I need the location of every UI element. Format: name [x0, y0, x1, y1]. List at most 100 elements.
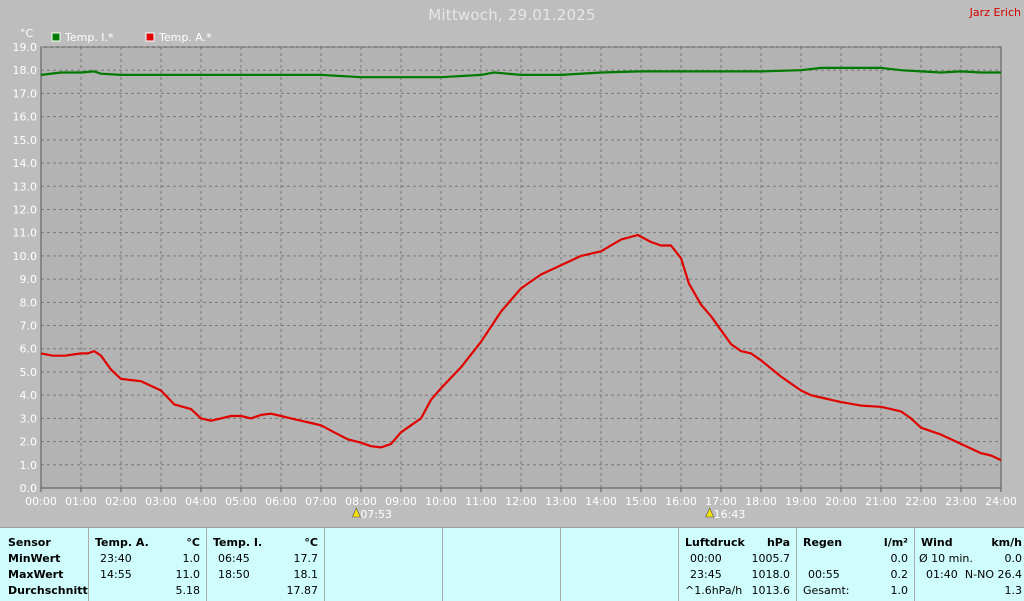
x-tick-label: 18:00	[745, 495, 777, 508]
x-tick-label: 19:00	[785, 495, 817, 508]
y-tick-label: 14.0	[13, 157, 38, 170]
wind-value-1: 0.0	[1004, 552, 1023, 565]
series-line-temp-a	[40, 233, 1002, 462]
series-line-temp-i	[40, 66, 1001, 79]
x-tick-label: 22:00	[905, 495, 937, 508]
y-tick-label: 9.0	[20, 273, 38, 286]
sunset-label: 16:43	[714, 508, 746, 521]
temp-a-header: Temp. A.	[95, 536, 149, 549]
y-tick-label: 18.0	[13, 64, 38, 77]
y-tick-label: 16.0	[13, 111, 38, 124]
wind-time-2: 01:40	[926, 568, 958, 581]
legend-swatch	[51, 32, 61, 42]
pressure-trend: ^1.6hPa/h	[685, 584, 743, 597]
x-tick-label: 03:00	[145, 495, 177, 508]
rain-total-label: Gesamt:	[803, 584, 850, 597]
x-tick-label: 13:00	[545, 495, 577, 508]
legend-swatch	[145, 32, 155, 42]
x-tick-label: 02:00	[105, 495, 137, 508]
y-tick-label: 1.0	[20, 459, 38, 472]
x-tick-label: 09:00	[385, 495, 417, 508]
temp-a-max-time: 14:55	[100, 568, 132, 581]
x-tick-label: 20:00	[825, 495, 857, 508]
wind-unit: km/h	[991, 536, 1022, 549]
y-tick-label: 12.0	[13, 203, 38, 216]
rain-total: 1.0	[890, 584, 909, 597]
wind-header: Wind	[921, 536, 953, 549]
y-tick-label: 11.0	[13, 227, 38, 240]
column-divider	[560, 528, 561, 601]
x-tick-label: 08:00	[345, 495, 377, 508]
y-tick-label: 13.0	[13, 180, 38, 193]
row-label-avg: Durchschnitt	[8, 584, 88, 597]
y-tick-label: 3.0	[20, 412, 38, 425]
y-tick-label: 10.0	[13, 250, 38, 263]
y-tick-label: 19.0	[13, 41, 38, 54]
temp-i-unit: °C	[304, 536, 318, 549]
x-tick-label: 16:00	[665, 495, 697, 508]
temp-a-average: 5.18	[175, 584, 201, 597]
pressure-max-value: 1018.0	[751, 568, 791, 581]
temp-i-header: Temp. I.	[213, 536, 263, 549]
statistics-panel: Sensor MinWert MaxWert Durchschnitt Temp…	[0, 527, 1024, 601]
sunset-icon	[705, 507, 715, 518]
temp-a-min-time: 23:40	[100, 552, 132, 565]
x-tick-label: 05:00	[225, 495, 257, 508]
sunrise-label: 07:53	[360, 508, 392, 521]
x-tick-label: 17:00	[705, 495, 737, 508]
sensor-header: Sensor	[8, 536, 51, 549]
pressure-header: Luftdruck	[685, 536, 745, 549]
column-divider	[796, 528, 797, 601]
x-tick-label: 23:00	[945, 495, 977, 508]
temp-i-min-time: 06:45	[218, 552, 250, 565]
pressure-max-time: 23:45	[690, 568, 722, 581]
temp-a-unit: °C	[186, 536, 200, 549]
column-divider	[678, 528, 679, 601]
temp-i-max-value: 18.1	[293, 568, 319, 581]
rain-unit: l/m²	[883, 536, 908, 549]
rain-header: Regen	[803, 536, 843, 549]
x-tick-label: 12:00	[505, 495, 537, 508]
row-label-min: MinWert	[8, 552, 61, 565]
y-tick-label: 7.0	[20, 320, 38, 333]
x-tick-label: 24:00	[985, 495, 1017, 508]
y-tick-label: 8.0	[20, 296, 38, 309]
x-tick-label: 11:00	[465, 495, 497, 508]
pressure-unit: hPa	[766, 536, 790, 549]
x-tick-label: 07:00	[305, 495, 337, 508]
rain-value-2: 0.2	[890, 568, 909, 581]
x-tick-label: 04:00	[185, 495, 217, 508]
y-tick-label: 15.0	[13, 134, 38, 147]
row-label-max: MaxWert	[8, 568, 64, 581]
column-divider	[324, 528, 325, 601]
temp-i-min-value: 17.7	[293, 552, 319, 565]
rain-time-2: 00:55	[808, 568, 840, 581]
temp-i-max-time: 18:50	[218, 568, 250, 581]
wind-label-1: Ø 10 min.	[919, 552, 973, 565]
x-tick-label: 15:00	[625, 495, 657, 508]
pressure-average: 1013.6	[751, 584, 791, 597]
wind-value-3: 1.3	[1004, 584, 1023, 597]
pressure-min-time: 00:00	[690, 552, 722, 565]
legend-label: Temp. A.*	[158, 31, 212, 44]
x-tick-label: 01:00	[65, 495, 97, 508]
pressure-min-value: 1005.7	[751, 552, 791, 565]
x-tick-label: 06:00	[265, 495, 297, 508]
author-label: Jarz Erich	[969, 6, 1021, 19]
y-tick-label: 0.0	[20, 482, 38, 495]
rain-value-1: 0.0	[890, 552, 909, 565]
column-divider	[914, 528, 915, 601]
legend-label: Temp. I.*	[64, 31, 114, 44]
y-unit-label: °C	[20, 27, 34, 40]
page-title: Mittwoch, 29.01.2025	[428, 6, 596, 24]
sunrise-icon	[351, 507, 361, 518]
y-tick-label: 6.0	[20, 343, 38, 356]
temp-i-average: 17.87	[286, 584, 319, 597]
x-tick-label: 00:00	[25, 495, 57, 508]
x-tick-label: 21:00	[865, 495, 897, 508]
column-divider	[88, 528, 89, 601]
column-divider	[442, 528, 443, 601]
y-tick-label: 17.0	[13, 87, 38, 100]
column-divider	[206, 528, 207, 601]
y-tick-label: 4.0	[20, 389, 38, 402]
